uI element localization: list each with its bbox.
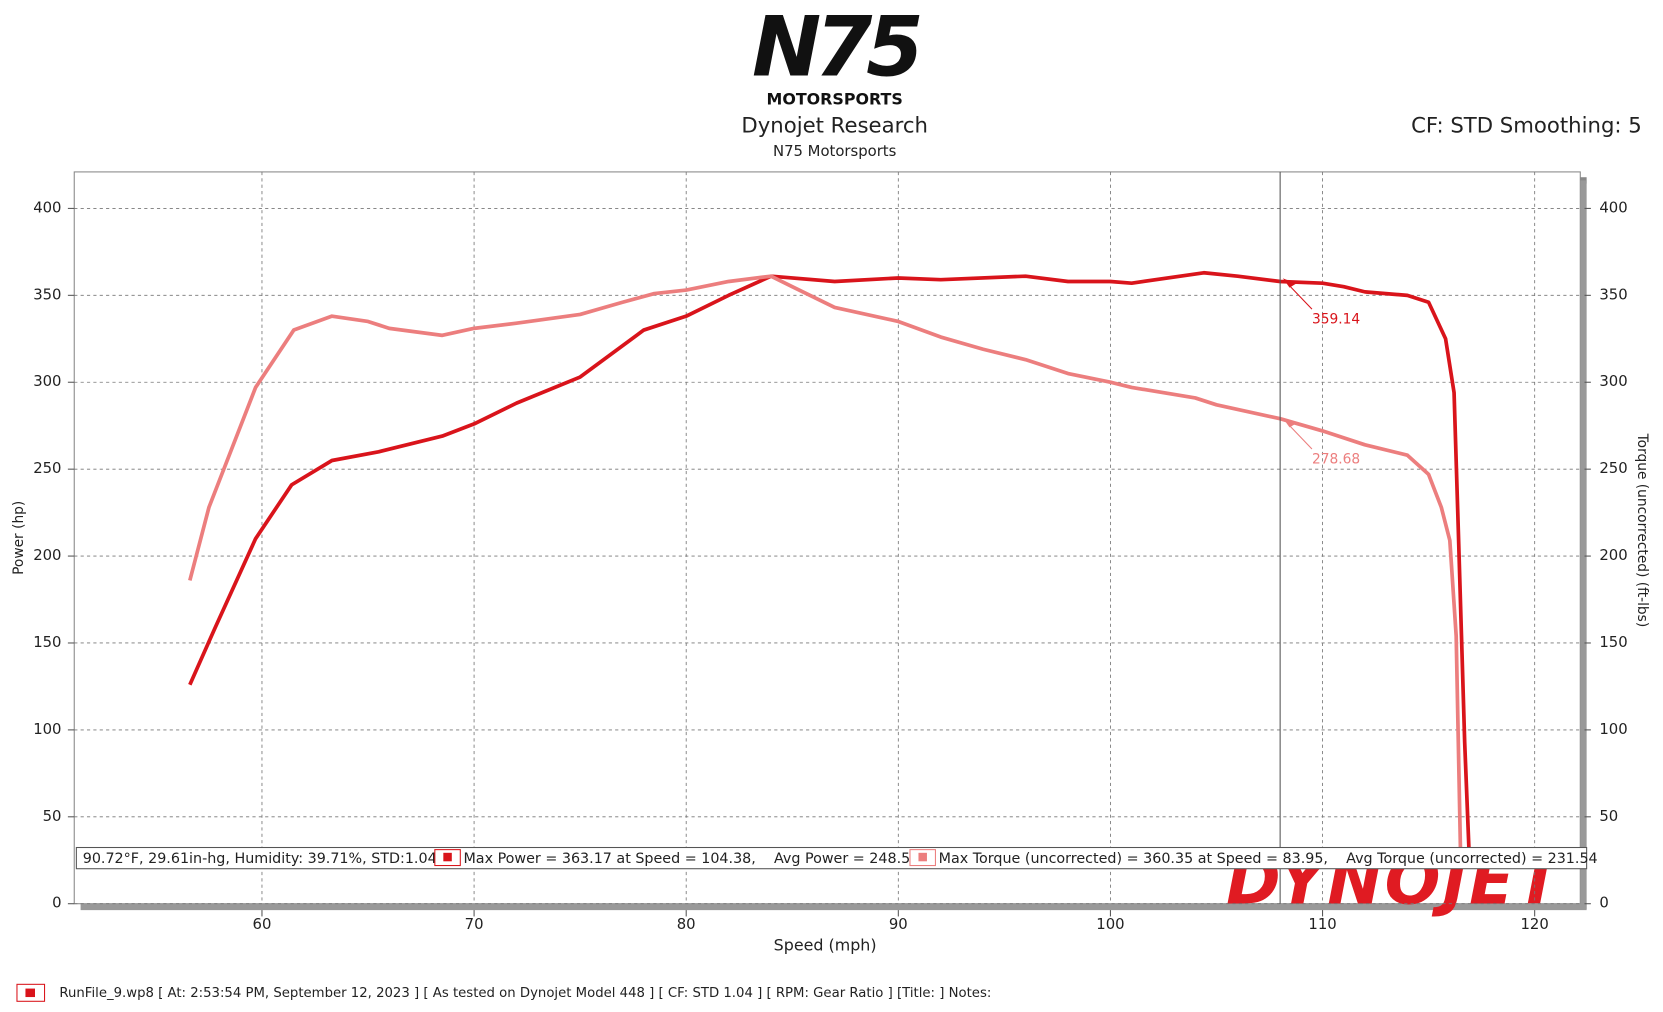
y2-tick-label: 100 [1599, 721, 1627, 738]
legend-label: Max Torque (uncorrected) = 360.35 at Spe… [939, 851, 1598, 867]
y-tick-label: 250 [33, 460, 61, 477]
cursor-value: 278.68 [1312, 452, 1360, 468]
x-tick-label: 90 [889, 916, 908, 933]
x-tick-label: 100 [1096, 916, 1124, 933]
conditions: 90.72°F, 29.61in-hg, Humidity: 39.71%, S… [83, 851, 437, 867]
y-axis-label: Power (hp) [11, 501, 27, 575]
legend-swatch [918, 852, 927, 862]
y-tick-label: 350 [33, 286, 61, 303]
x-tick-label: 60 [253, 916, 272, 933]
x-tick-label: 110 [1308, 916, 1336, 933]
y2-tick-label: 50 [1599, 808, 1618, 825]
y-tick-label: 200 [33, 547, 61, 564]
y2-tick-label: 250 [1599, 460, 1627, 477]
cursor-marker [1282, 278, 1313, 310]
footer-icon [25, 988, 35, 998]
chart-subtitle: N75 Motorsports [773, 143, 896, 160]
legend-swatch [443, 852, 452, 862]
series-line [188, 274, 1463, 849]
logo: N75 [752, 0, 920, 96]
legend-label: Max Power = 363.17 at Speed = 104.38, Av… [463, 851, 919, 867]
y2-tick-label: 0 [1599, 895, 1608, 912]
y-tick-label: 0 [52, 895, 61, 912]
y2-tick-label: 350 [1599, 286, 1627, 303]
x-tick-label: 80 [677, 916, 696, 933]
x-tick-label: 120 [1521, 916, 1549, 933]
y2-tick-label: 400 [1599, 199, 1627, 216]
plot-area [73, 171, 1581, 905]
y-tick-label: 50 [43, 808, 62, 825]
y2-tick-label: 200 [1599, 547, 1627, 564]
corner-note: CF: STD Smoothing: 5 [1411, 113, 1642, 138]
y-tick-label: 100 [33, 721, 61, 738]
cursor-value: 359.14 [1312, 312, 1360, 328]
y2-tick-label: 300 [1599, 373, 1627, 390]
y-tick-label: 150 [33, 634, 61, 651]
y-tick-label: 300 [33, 373, 61, 390]
chart-title: Dynojet Research [741, 113, 928, 138]
x-axis-label: Speed (mph) [774, 936, 877, 955]
cursor-marker [1282, 418, 1313, 450]
x-tick-label: 70 [465, 916, 484, 933]
y2-tick-label: 150 [1599, 634, 1627, 651]
y-tick-label: 400 [33, 199, 61, 216]
series-line [188, 270, 1471, 849]
y2-axis-label: Torque (uncorrected) (ft-lbs) [1634, 433, 1650, 628]
logo-sub: MOTORSPORTS [767, 89, 903, 108]
footer: RunFile_9.wp8 [ At: 2:53:54 PM, Septembe… [59, 986, 991, 1001]
